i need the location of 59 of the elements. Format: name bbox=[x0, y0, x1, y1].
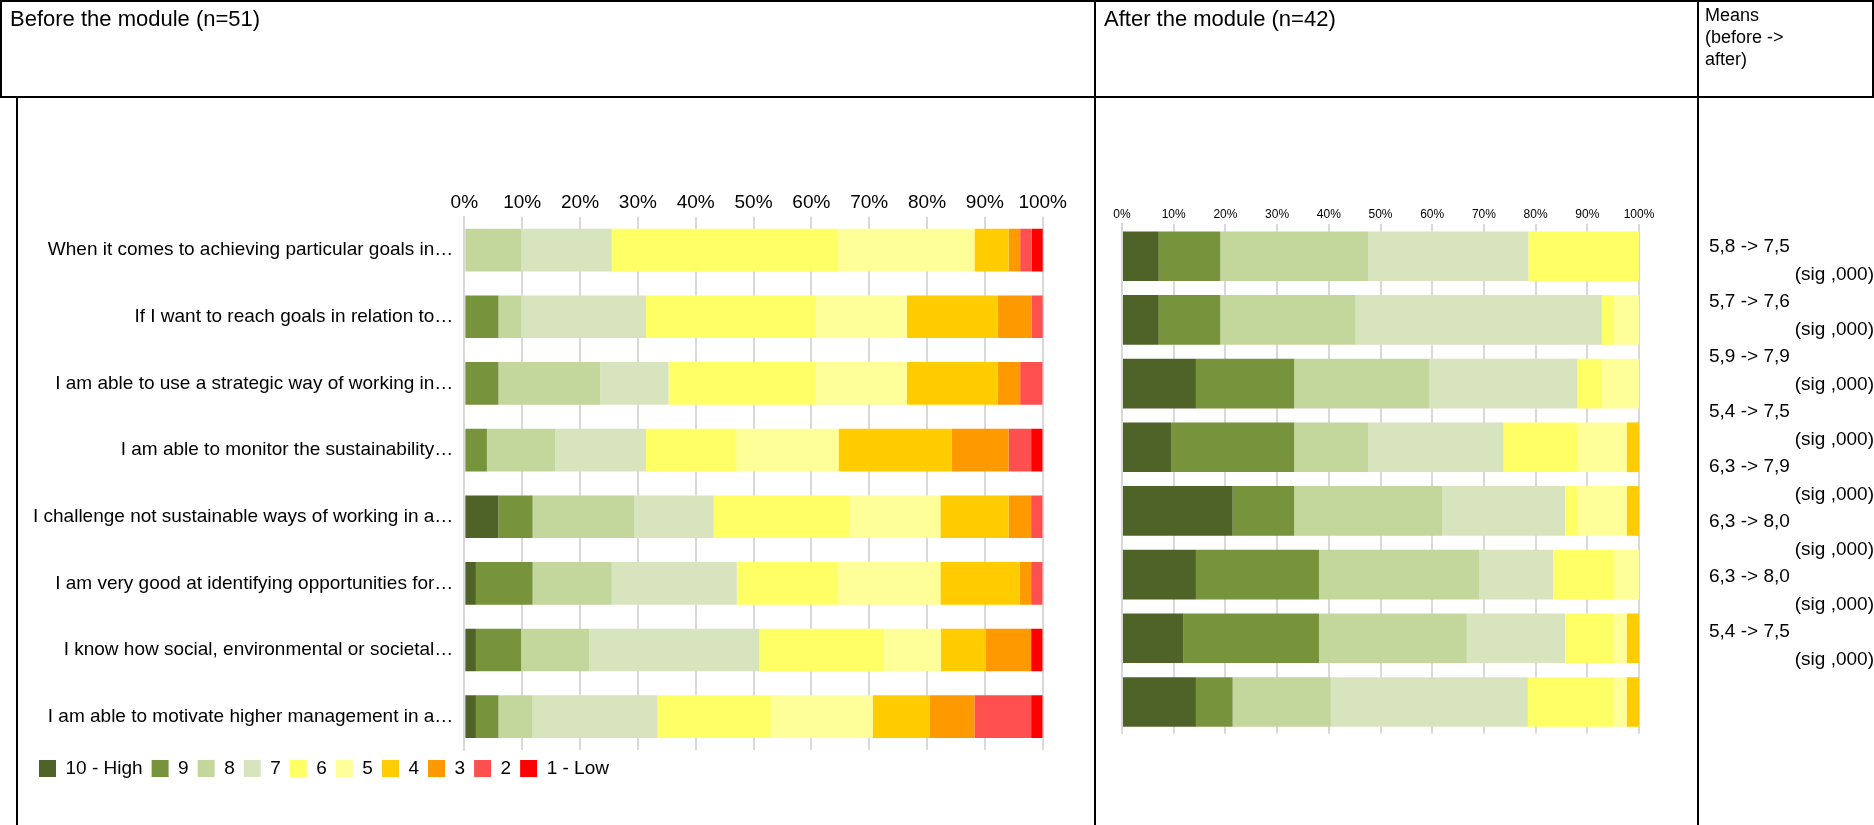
chart-title: After the module (n=42) bbox=[1103, 5, 1337, 33]
legend-label: 6 bbox=[316, 756, 327, 778]
x-tick-label: 100% bbox=[1623, 206, 1655, 221]
text: (sig ,000) bbox=[1793, 481, 1874, 506]
text: 5,7 -> 7,6 bbox=[1709, 289, 1791, 313]
legend-label: 1 - Low bbox=[546, 756, 610, 778]
legend-label: 9 bbox=[178, 756, 189, 778]
y-tick-label: I am able to monitor the sustainability… bbox=[120, 438, 454, 460]
text: (sig ,000) bbox=[1793, 371, 1874, 396]
text: (sig ,000) bbox=[1793, 426, 1874, 451]
y-tick-label: I am very good at identifying opportunities for… bbox=[55, 571, 454, 593]
x-tick-label: 80% bbox=[1523, 206, 1548, 221]
text: (sig ,000) bbox=[1793, 646, 1874, 671]
x-tick-label: 60% bbox=[792, 190, 831, 212]
x-tick-label: 10% bbox=[503, 190, 542, 212]
x-tick-label: 40% bbox=[676, 190, 715, 212]
x-tick-label: 70% bbox=[1471, 206, 1497, 221]
x-tick-label: 100% bbox=[1018, 190, 1068, 212]
text: (sig ,000) bbox=[1793, 591, 1874, 616]
text: 6,3 -> 7,9 bbox=[1709, 454, 1791, 478]
x-tick-label: 80% bbox=[908, 190, 947, 212]
x-tick-label: 50% bbox=[1368, 206, 1393, 221]
x-tick-label: 30% bbox=[1265, 206, 1290, 221]
text: Before the module (n=51) bbox=[9, 5, 262, 33]
y-tick-label: If I want to reach goals in relation to… bbox=[134, 305, 454, 327]
legend-label: 3 bbox=[454, 756, 466, 778]
legend-label: 5 bbox=[362, 756, 373, 778]
y-tick-label: I am able to motivate higher management in a… bbox=[47, 704, 454, 726]
x-tick-label: 20% bbox=[561, 190, 600, 212]
text: 5,8 -> 7,5 bbox=[1709, 234, 1791, 258]
text: (sig ,000) bbox=[1793, 536, 1874, 561]
legend-label: 4 bbox=[408, 756, 420, 778]
x-tick-label: 30% bbox=[618, 190, 657, 212]
legend-label: 2 bbox=[500, 756, 512, 778]
x-tick-label: 10% bbox=[1161, 206, 1187, 221]
legend-label: 7 bbox=[270, 756, 281, 778]
x-tick-label: 20% bbox=[1213, 206, 1238, 221]
x-tick-label: 40% bbox=[1316, 206, 1342, 221]
text: (sig ,000) bbox=[1793, 316, 1874, 341]
y-tick-label: When it comes to achieving particular goals in… bbox=[47, 238, 454, 260]
x-tick-label: 0% bbox=[1113, 206, 1131, 221]
text: 5,4 -> 7,5 bbox=[1709, 399, 1791, 423]
y-tick-label: I know how social, environmental or societal… bbox=[63, 638, 454, 660]
text: 5,4 -> 7,5 bbox=[1709, 619, 1791, 643]
x-tick-label: 70% bbox=[850, 190, 889, 212]
text: (sig ,000) bbox=[1793, 261, 1874, 286]
y-tick-label: I am able to use a strategic way of working in… bbox=[55, 371, 454, 393]
x-tick-label: 50% bbox=[734, 190, 773, 212]
x-tick-label: 60% bbox=[1420, 206, 1445, 221]
legend-label: 10 - High bbox=[65, 756, 143, 778]
x-tick-label: 90% bbox=[1575, 206, 1600, 221]
text: 6,3 -> 8,0 bbox=[1709, 509, 1791, 533]
legend-label: 8 bbox=[224, 756, 235, 778]
text: Means (before -> after) bbox=[1704, 4, 1785, 71]
y-tick-label: I challenge not sustainable ways of working in a… bbox=[32, 504, 454, 526]
text: 6,3 -> 8,0 bbox=[1709, 564, 1791, 588]
x-tick-label: 0% bbox=[450, 190, 479, 212]
x-tick-label: 90% bbox=[965, 190, 1004, 212]
text: 5,9 -> 7,9 bbox=[1709, 344, 1791, 368]
